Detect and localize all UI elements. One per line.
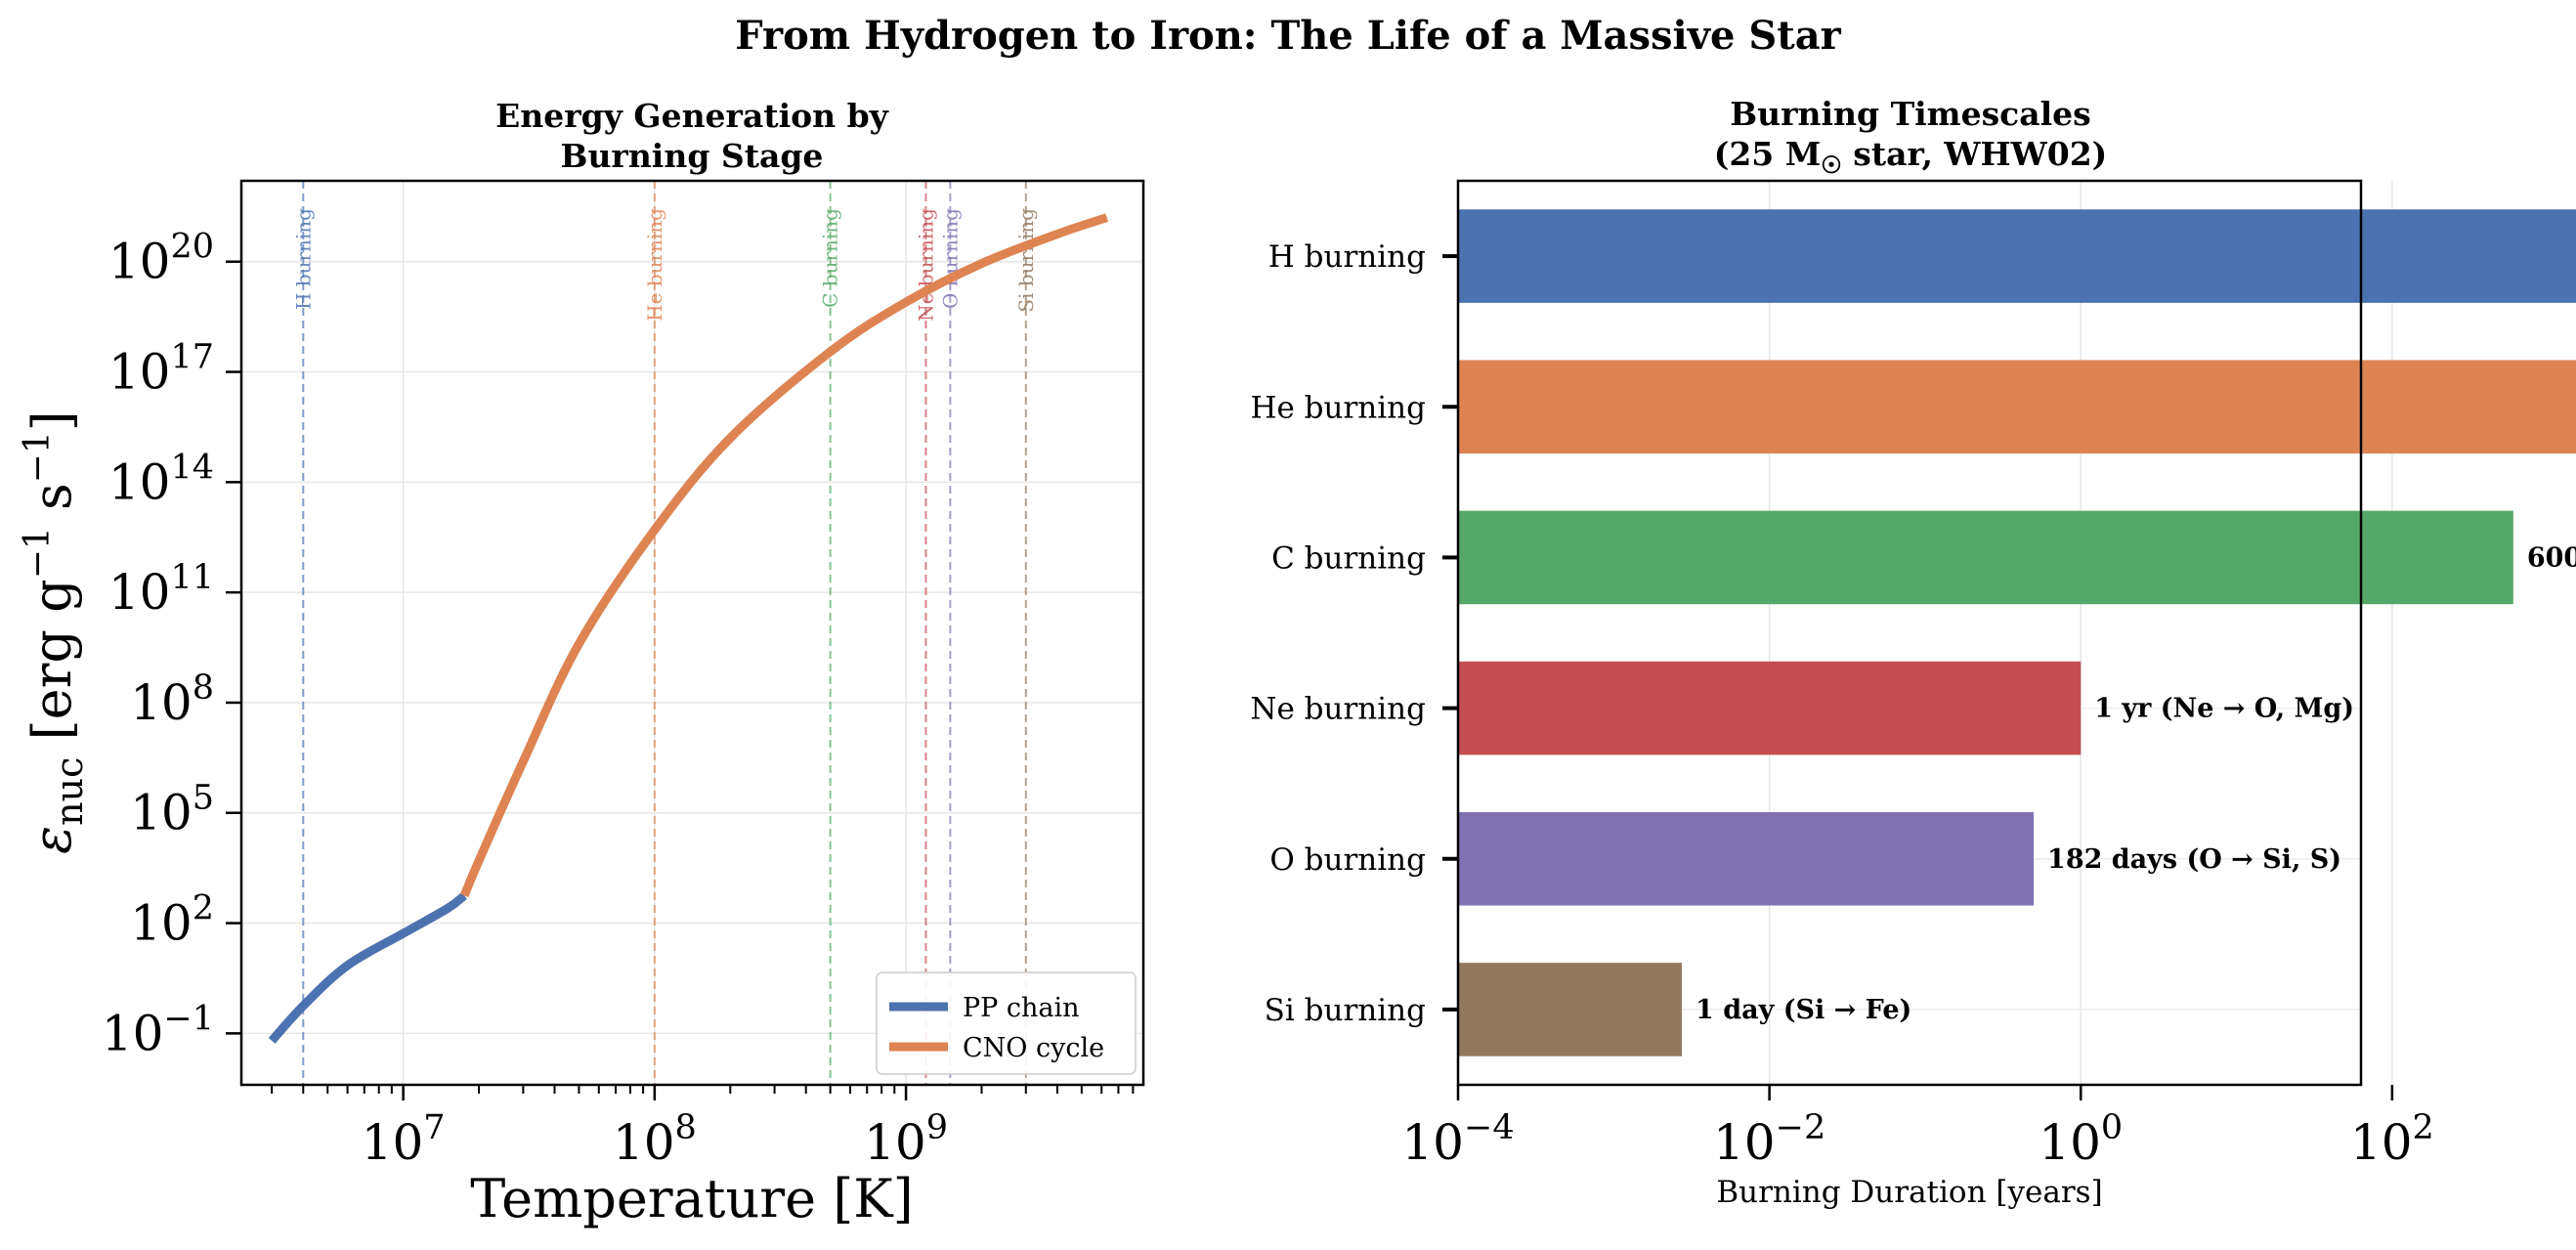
right-title-part-b: star, WHW02) xyxy=(1842,135,2108,173)
left-y-tick-label: 108 xyxy=(130,668,214,731)
left-title-line1: Energy Generation by xyxy=(495,97,889,135)
stage-line-label: He burning xyxy=(643,208,666,322)
bar-o-burning xyxy=(1458,811,2035,906)
left-y-tick-label: 102 xyxy=(130,889,214,952)
bar-value-label: 182 days (O → Si, S) xyxy=(2047,844,2341,875)
bar-h-burning xyxy=(1458,209,2576,303)
legend-label-cno-cycle: CNO cycle xyxy=(963,1033,1104,1063)
stage-line-label: Si burning xyxy=(1014,208,1038,313)
left-x-tick-label: 107 xyxy=(362,1108,446,1171)
legend: PP chain CNO cycle xyxy=(876,971,1137,1075)
right-plot-frame xyxy=(1456,179,2363,1087)
right-y-tick-label: O burning xyxy=(1269,842,1426,878)
energy-generation-chart: Energy Generation by Burning Stage H bur… xyxy=(18,97,1145,1229)
left-series xyxy=(268,213,1109,1044)
right-y-tick-label: Ne burning xyxy=(1250,692,1426,727)
bar-he-burning xyxy=(1458,360,2576,454)
stage-line-label: C burning xyxy=(819,208,842,308)
right-y-tick-label: H burning xyxy=(1268,239,1426,275)
left-y-tick-label: 105 xyxy=(130,779,214,841)
stage-line-label: O burning xyxy=(938,208,962,309)
bar-c-burning xyxy=(1458,510,2513,605)
bar-ne-burning xyxy=(1458,661,2082,755)
stage-line-label: H burning xyxy=(291,208,315,310)
bar-value-label: 600 yr (C → Ne, Mg) xyxy=(2527,542,2576,573)
right-x-ticks: 10−410−2100102104106 xyxy=(1401,1085,2434,1171)
legend-label-pp-chain: PP chain xyxy=(963,993,1080,1023)
right-x-tick-label: 10−4 xyxy=(1401,1108,1514,1171)
left-y-tick-label: 1011 xyxy=(108,558,214,621)
bar-value-label: 1 day (Si → Fe) xyxy=(1696,995,1911,1025)
stage-line-label: Ne burning xyxy=(914,208,937,322)
left-y-tick-label: 1014 xyxy=(108,448,214,510)
left-stage-lines: H burning He burning C burning Ne burning O … xyxy=(291,181,1038,1085)
left-x-axis-label: Temperature [K] xyxy=(470,1168,913,1229)
right-x-tick-label: 10−2 xyxy=(1713,1108,1825,1171)
bar-value-label: 1 yr (Ne → O, Mg) xyxy=(2094,694,2354,724)
series-line-pp-chain xyxy=(268,891,467,1044)
right-y-ticks: H burning He burning C burning Ne burning O … xyxy=(1250,239,1458,1028)
right-x-axis-label: Burning Duration [years] xyxy=(1716,1175,2102,1210)
left-y-tick-label: 1017 xyxy=(108,338,214,401)
right-y-tick-label: He burning xyxy=(1250,390,1426,425)
right-y-tick-label: C burning xyxy=(1271,540,1426,576)
series-line-cno-cycle xyxy=(459,213,1109,898)
right-gridlines xyxy=(1457,181,2393,1085)
bar-si-burning xyxy=(1458,963,1683,1056)
left-title-line2: Burning Stage xyxy=(561,137,824,175)
right-title-line2: (25 M☉ star, WHW02) xyxy=(1714,135,2108,179)
left-y-axis-label: εnuc [erg g−1 s−1] xyxy=(18,410,91,854)
right-bars: 7 Myr (H → He)500 kyr (He → C, O)600 yr … xyxy=(1458,209,2576,1056)
right-x-tick-label: 102 xyxy=(2350,1108,2434,1171)
left-x-tick-label: 109 xyxy=(864,1108,948,1171)
right-x-tick-label: 100 xyxy=(2039,1108,2123,1171)
right-title-sun-symbol: ☉ xyxy=(1821,151,1842,179)
left-y-tick-label: 1020 xyxy=(108,228,214,290)
right-y-tick-label: Si burning xyxy=(1265,993,1426,1028)
right-title-part-a: (25 M xyxy=(1714,135,1822,173)
left-y-tick-label: 10−1 xyxy=(102,999,214,1061)
burning-timescales-chart: Burning Timescales (25 M☉ star, WHW02) 7… xyxy=(1250,95,2576,1210)
left-plot-frame xyxy=(239,179,1145,1087)
figure-suptitle: From Hydrogen to Iron: The Life of a Mas… xyxy=(735,13,1841,59)
left-x-tick-label: 108 xyxy=(613,1108,697,1171)
right-title-line1: Burning Timescales xyxy=(1730,95,2091,133)
left-y-ticks: 10−1 102 105 108 1011 1014 1017 1020 xyxy=(102,228,241,1061)
left-x-ticks: 107 108 109 xyxy=(271,1085,1135,1171)
